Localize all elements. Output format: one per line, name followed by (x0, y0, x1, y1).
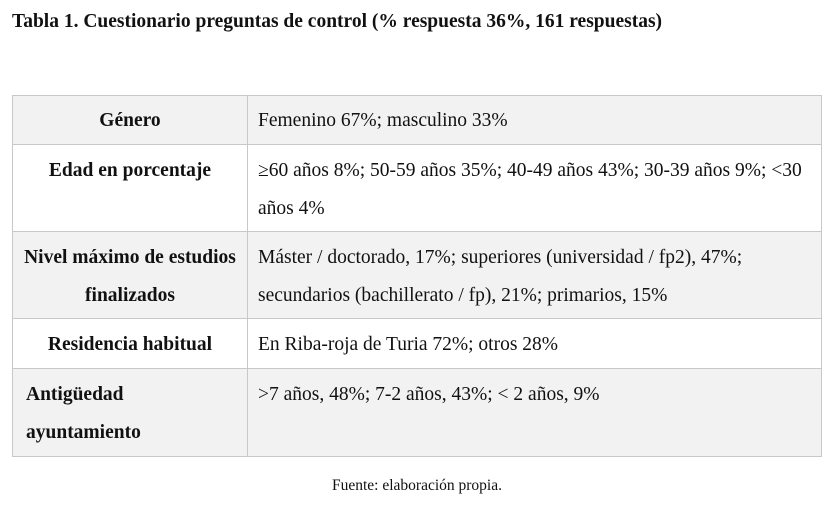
row-label-residencia: Residencia habitual (12, 318, 248, 369)
row-value-edad: ≥60 años 8%; 50-59 años 35%; 40-49 años … (247, 144, 822, 232)
table-row: Género Femenino 67%; masculino 33% (12, 95, 822, 145)
table-row: Edad en porcentaje ≥60 años 8%; 50-59 añ… (12, 144, 822, 232)
table-title: Tabla 1. Cuestionario preguntas de contr… (12, 11, 663, 32)
table-row: Antigüedad ayuntamiento >7 años, 48%; 7-… (12, 368, 822, 457)
row-label-edad: Edad en porcentaje (12, 144, 248, 232)
row-value-estudios: Máster / doctorado, 17%; superiores (uni… (247, 231, 822, 319)
row-value-antiguedad: >7 años, 48%; 7-2 años, 43%; < 2 años, 9… (247, 368, 822, 457)
row-label-genero: Género (12, 95, 248, 145)
row-value-residencia: En Riba-roja de Turia 72%; otros 28% (247, 318, 822, 369)
control-questions-table: Género Femenino 67%; masculino 33% Edad … (12, 95, 822, 457)
row-label-estudios: Nivel máximo de estudios finalizados (12, 231, 248, 319)
row-label-antiguedad: Antigüedad ayuntamiento (12, 368, 248, 457)
table-source-note: Fuente: elaboración propia. (331, 477, 502, 494)
row-value-genero: Femenino 67%; masculino 33% (247, 95, 822, 145)
table-row: Nivel máximo de estudios finalizados Más… (12, 231, 822, 319)
table-row: Residencia habitual En Riba-roja de Turi… (12, 318, 822, 369)
